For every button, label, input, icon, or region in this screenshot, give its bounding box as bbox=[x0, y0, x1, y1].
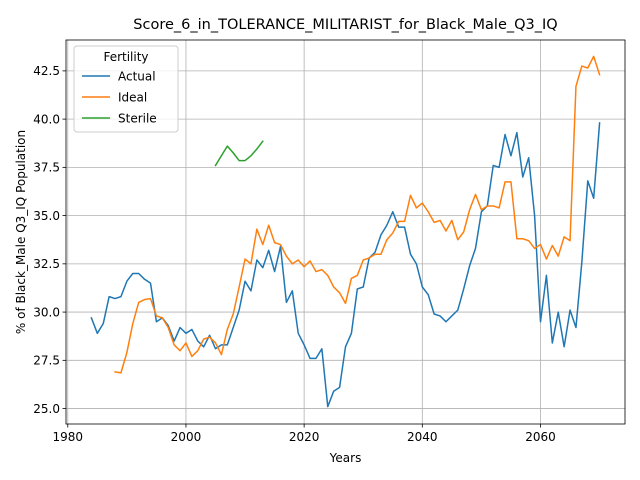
series-line-ideal bbox=[114, 55, 601, 374]
series-line-sterile bbox=[214, 140, 264, 167]
y-tick-label: 37.5 bbox=[33, 161, 60, 175]
x-tick-label: 1980 bbox=[52, 430, 83, 444]
x-tick-label: 2040 bbox=[407, 430, 438, 444]
legend-title: Fertility bbox=[103, 50, 148, 64]
series-line-actual bbox=[90, 122, 601, 408]
y-tick-label: 42.5 bbox=[33, 64, 60, 78]
series-lines bbox=[90, 55, 601, 408]
chart-title: Score_6_in_TOLERANCE_MILITARIST_for_Blac… bbox=[133, 17, 557, 33]
y-axis-ticks: 25.0 27.5 30.0 32.5 35.0 37.5 40.0 42.5 bbox=[33, 64, 66, 416]
x-tick-label: 2060 bbox=[525, 430, 556, 444]
legend-label-sterile: Sterile bbox=[118, 112, 157, 126]
plot-frame bbox=[65, 39, 626, 425]
y-axis-label: % of Black_Male Q3_IQ Population bbox=[14, 130, 28, 334]
y-tick-label: 40.0 bbox=[33, 112, 60, 126]
x-axis-label: Years bbox=[329, 451, 362, 465]
x-axis-ticks: 1980 2000 2020 2040 2060 bbox=[52, 424, 556, 444]
y-tick-label: 35.0 bbox=[33, 209, 60, 223]
x-tick-label: 2020 bbox=[289, 430, 320, 444]
y-tick-label: 32.5 bbox=[33, 257, 60, 271]
x-tick-label: 2000 bbox=[171, 430, 202, 444]
legend-items: Actual Ideal Sterile bbox=[82, 70, 157, 126]
legend: Fertility Actual Ideal Sterile bbox=[73, 45, 179, 133]
y-tick-label: 27.5 bbox=[33, 354, 60, 368]
legend-label-actual: Actual bbox=[118, 70, 156, 84]
y-tick-label: 30.0 bbox=[33, 305, 60, 319]
legend-label-ideal: Ideal bbox=[118, 91, 147, 105]
y-tick-label: 25.0 bbox=[33, 402, 60, 416]
legend-box bbox=[73, 45, 179, 133]
